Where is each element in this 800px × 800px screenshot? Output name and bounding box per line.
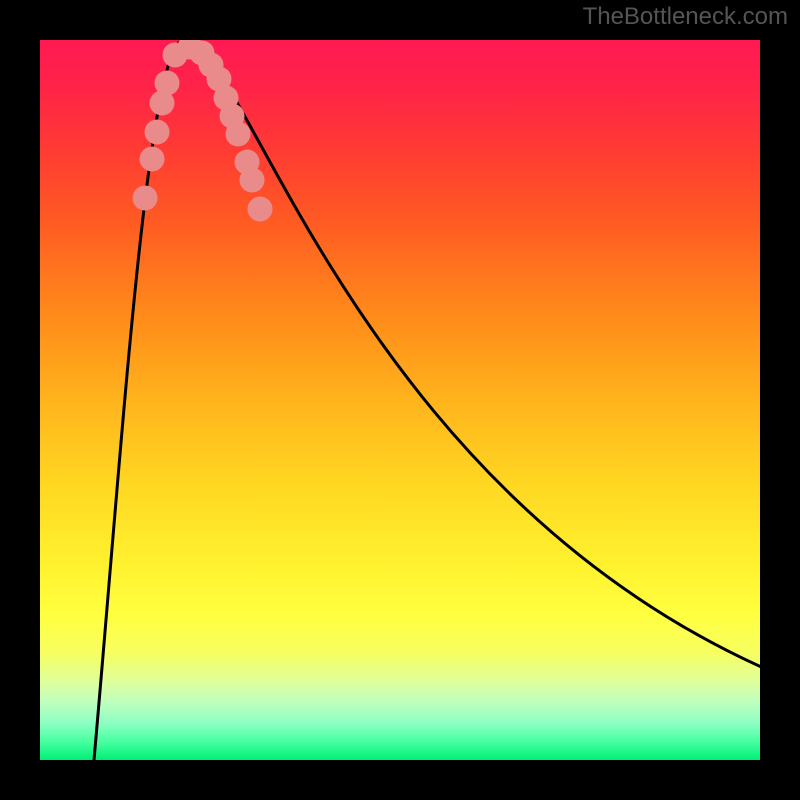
frame-border-right xyxy=(760,0,800,800)
plot-area xyxy=(40,40,760,760)
marker-dot xyxy=(239,168,264,193)
frame-border-bottom xyxy=(0,760,800,800)
canvas: TheBottleneck.com xyxy=(0,0,800,800)
marker-dot xyxy=(133,186,158,211)
marker-dot xyxy=(140,146,165,171)
marker-dot xyxy=(248,197,273,222)
watermark-text: TheBottleneck.com xyxy=(583,3,788,31)
markers-layer xyxy=(40,40,760,760)
frame-border-left xyxy=(0,0,40,800)
marker-dot xyxy=(144,120,169,145)
marker-dot xyxy=(154,71,179,96)
marker-dot xyxy=(226,121,251,146)
